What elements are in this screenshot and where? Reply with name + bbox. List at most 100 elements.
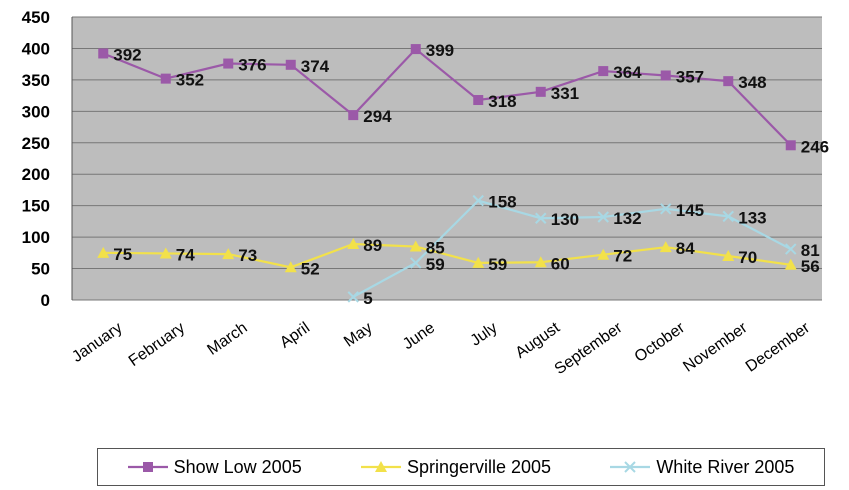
show-low-2005-point [160,73,171,84]
y-axis-ticks: 0 50 100 150 200 250 300 350 400 450 [22,8,50,310]
y-tick-label: 0 [41,291,50,310]
springerville-2005-data-label: 74 [176,245,195,264]
springerville-2005-point [659,241,672,253]
white-river-2005-data-label: 133 [738,208,766,227]
white-river-2005-data-label: 81 [801,241,820,260]
x-tick-label: January [69,319,125,366]
springerville-2005-line [103,242,791,269]
show-low-2005-point [98,48,109,59]
springerville-2005-point [722,249,735,261]
y-tick-label: 400 [22,39,50,58]
white-river-2005-data-label: 145 [676,201,704,220]
x-tick-label: June [400,319,438,353]
show-low-2005-point [223,58,234,69]
legend-marker [142,462,153,472]
x-axis-ticks: January February March April May June July Augu… [69,319,813,378]
springerville-2005-point [284,261,297,273]
show-low-2005-data-label: 352 [176,71,204,90]
white-river-2005-point [597,211,609,223]
springerville-2005-point [534,256,547,268]
legend-swatch [610,461,651,473]
show-low-2005-point [473,95,484,106]
show-low-2005-data-label: 399 [426,41,454,60]
springerville-2005-point [472,256,485,268]
x-tick-label: May [341,319,376,350]
springerville-2005-data-label: 60 [551,254,570,273]
y-tick-label: 250 [22,134,50,153]
x-tick-label: December [743,319,814,376]
series-markers [97,44,797,303]
white-river-2005-point [660,203,672,215]
y-tick-label: 450 [22,8,50,27]
white-river-2005-line [352,199,792,298]
show-low-2005-data-label: 357 [676,67,704,86]
y-tick-label: 150 [22,197,50,216]
y-tick-label: 200 [22,165,50,184]
legend-item-show-low-2005: Show Low 2005 [127,456,302,478]
show-low-2005-point [785,140,796,151]
white-river-2005-data-label: 59 [426,255,445,274]
legend-item-white-river-2005: White River 2005 [610,457,794,478]
springerville-2005-data-label: 85 [426,239,445,258]
legend-swatch [127,462,168,472]
legend-swatch [360,461,401,472]
gridlines [71,16,822,301]
springerville-2005-point [347,238,360,250]
white-river-2005-point [410,257,422,269]
springerville-2005-data-label: 52 [301,259,320,278]
show-low-2005-point [285,59,296,70]
x-tick-label: November [680,319,751,376]
show-low-2005-line [102,47,792,147]
springerville-2005-point [409,240,422,252]
x-tick-label: September [552,319,626,378]
springerville-2005-point [222,248,235,260]
legend-label: Show Low 2005 [173,456,302,477]
white-river-2005-point [785,243,797,255]
white-river-2005-point [535,212,547,224]
show-low-2005-point [723,76,734,87]
series-lines [102,47,792,298]
legend-marker [624,461,637,473]
x-tick-label: July [467,319,500,349]
show-low-2005-point [410,44,421,55]
legend-label: White River 2005 [656,456,795,477]
white-river-2005-data-label: 5 [363,289,372,308]
x-tick-label: April [277,319,313,351]
show-low-2005-data-label: 318 [488,92,516,111]
show-low-2005-data-label: 392 [113,45,141,64]
springerville-2005-data-label: 70 [738,248,757,267]
legend-item-springerville-2005: Springerville 2005 [360,456,552,478]
white-river-2005-data-label: 130 [551,210,579,229]
springerville-2005-point [97,246,110,258]
x-tick-label: August [512,319,563,362]
springerville-2005-data-label: 59 [488,255,507,274]
white-river-2005-data-label: 158 [488,193,516,212]
show-low-2005-data-label: 364 [613,63,642,82]
white-river-2005-point [347,291,359,303]
show-low-2005-data-label: 294 [363,107,392,126]
legend-label: Springerville 2005 [406,456,552,477]
y-tick-label: 300 [22,102,50,121]
legend: Show Low 2005 Springerville 2005 White Riv… [97,448,825,486]
springerville-2005-data-label: 89 [363,236,382,255]
show-low-2005-point [348,110,359,121]
white-river-2005-point [722,210,734,223]
show-low-2005-data-label: 348 [738,73,766,92]
x-tick-label: March [204,319,250,358]
springerville-2005-data-label: 73 [238,246,257,265]
springerville-2005-point [597,248,610,260]
springerville-2005-point [159,247,172,259]
y-tick-label: 50 [31,260,50,279]
show-low-2005-data-label: 376 [238,56,266,75]
x-tick-label: October [632,319,689,366]
show-low-2005-data-label: 374 [301,57,330,76]
show-low-2005-point [535,86,546,97]
y-tick-label: 350 [22,71,50,90]
show-low-2005-data-label: 246 [801,137,829,156]
white-river-2005-point [472,194,484,207]
springerville-2005-data-label: 72 [613,247,632,266]
white-river-2005-data-label: 132 [613,209,641,228]
springerville-2005-point [784,258,797,270]
springerville-2005-data-label: 75 [113,245,132,264]
